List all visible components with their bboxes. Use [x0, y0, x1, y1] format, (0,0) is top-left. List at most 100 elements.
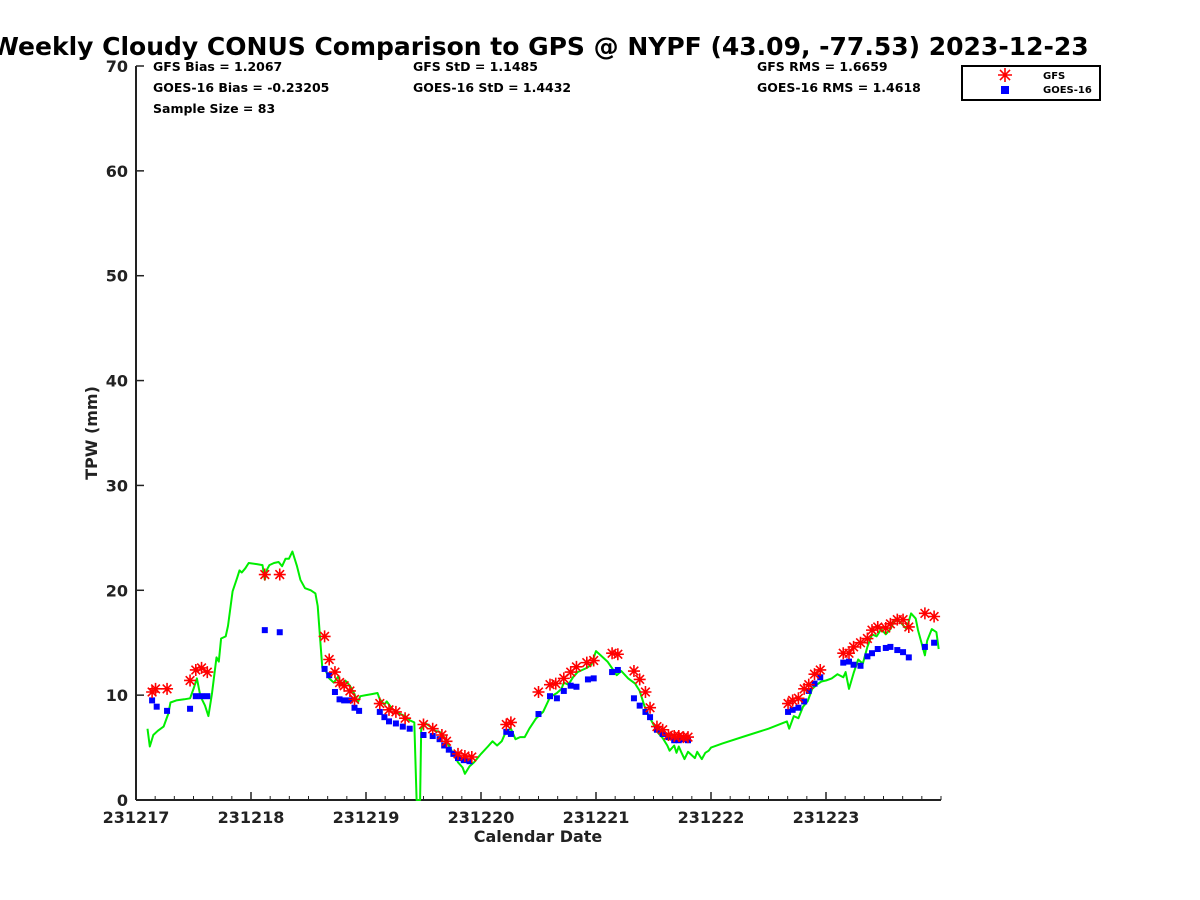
goes-point [894, 647, 901, 654]
gfs-point [798, 682, 811, 695]
gfs-point [549, 677, 562, 690]
goes-point [811, 680, 818, 687]
goes-point [590, 675, 597, 682]
gfs-point [435, 728, 448, 741]
gfs-point [918, 607, 931, 620]
gfs-point [557, 672, 570, 685]
gfs-point [897, 613, 910, 626]
gfs-point [871, 620, 884, 633]
goes-point [905, 654, 912, 661]
goes-point [441, 742, 448, 749]
goes-point [817, 674, 824, 681]
x-tick-label: 231219 [333, 808, 400, 827]
goes-point [840, 659, 847, 666]
gfs-point [662, 728, 675, 741]
gfs-point [383, 703, 395, 716]
gfs-point [682, 731, 694, 744]
gfs-point [782, 697, 795, 710]
axes: 0 10 20 30 40 50 60 70 231217 231218 231219 231220 2… [103, 57, 942, 827]
goes-point [795, 704, 802, 711]
gfs-point [373, 697, 386, 710]
gfs-point [884, 617, 897, 630]
gfs-point [843, 647, 855, 660]
gfs-point [161, 682, 174, 695]
gfs-point [452, 747, 464, 760]
y-axis-label: TPW (mm) [82, 386, 101, 480]
gfs-point [258, 568, 271, 581]
y-tick-label: 50 [106, 267, 128, 286]
gfs-point [861, 632, 874, 645]
x-tick-label: 231218 [218, 808, 285, 827]
legend-goes-marker [1001, 86, 1009, 94]
goes-point [850, 661, 857, 668]
goes-point [192, 693, 199, 700]
gfs-point [902, 620, 915, 633]
goes-point [321, 665, 328, 672]
gfs-point [808, 668, 821, 681]
goes-point [560, 687, 567, 694]
goes-point [869, 650, 875, 657]
gfs-point [189, 663, 202, 676]
gfs-point [644, 701, 657, 714]
gfs-point [544, 678, 556, 691]
x-tick-label: 231220 [448, 808, 515, 827]
gfs-point [184, 674, 197, 687]
y-tick-label: 0 [117, 791, 128, 810]
goes-point [547, 693, 553, 700]
stat-goes-std: GOES-16 StD = 1.4432 [413, 80, 571, 95]
stat-goes-bias: GOES-16 Bias = -0.23205 [153, 80, 329, 95]
gfs-point [328, 666, 341, 679]
x-tick-label: 231222 [678, 808, 745, 827]
goes-point [420, 731, 427, 738]
gfs-point [458, 749, 471, 762]
goes-point [630, 695, 637, 702]
gfs-point [465, 751, 478, 764]
goes-point [882, 644, 889, 651]
gfs-point [343, 684, 356, 697]
gfs-point [611, 648, 624, 661]
goes-point [376, 708, 383, 715]
goes-point [381, 714, 388, 721]
legend-goes-square [1001, 86, 1009, 94]
goes-point [406, 725, 413, 732]
x-axis-label: Calendar Date [474, 827, 603, 846]
gfs-point [639, 685, 652, 698]
gfs-point [149, 682, 162, 695]
goes-point [429, 733, 436, 740]
goes-point [326, 672, 333, 679]
y-tick-label: 60 [106, 162, 128, 181]
goes-point [801, 698, 808, 705]
goes-point [567, 682, 574, 689]
legend-gfs-marker [998, 68, 1012, 82]
chart-title: Weekly Cloudy CONUS Comparison to GPS @ … [0, 32, 1089, 61]
stat-gfs-std: GFS StD = 1.1485 [413, 59, 538, 74]
legend-gfs-asterisk [998, 68, 1012, 82]
gfs-point [650, 720, 663, 733]
goes-point [164, 707, 171, 714]
legend: GFS GOES-16 [961, 65, 1101, 101]
y-tick-label: 30 [106, 476, 128, 495]
goes-point [785, 708, 792, 715]
goes-point [931, 639, 938, 646]
goes-point [864, 653, 871, 660]
gfs-point [323, 653, 336, 666]
stat-goes-rms: GOES-16 RMS = 1.4618 [757, 80, 921, 95]
gfs-point [564, 666, 577, 679]
gfs-point [627, 665, 640, 678]
gfs-point [338, 679, 351, 692]
goes-point [900, 649, 907, 656]
stat-sample-size: Sample Size = 83 [153, 101, 275, 116]
legend-goes-label: GOES-16 [1043, 85, 1092, 96]
gfs-point [348, 693, 361, 706]
x-tick-label: 231221 [563, 808, 630, 827]
goes-point [857, 662, 864, 669]
goes-point [336, 696, 343, 703]
gfs-point [389, 705, 402, 718]
goes-point [386, 718, 392, 725]
gfs-point [333, 676, 346, 689]
gfs-point [814, 663, 827, 676]
gfs-point [656, 723, 669, 736]
goes-point [261, 627, 268, 634]
gfs-point [633, 673, 646, 686]
